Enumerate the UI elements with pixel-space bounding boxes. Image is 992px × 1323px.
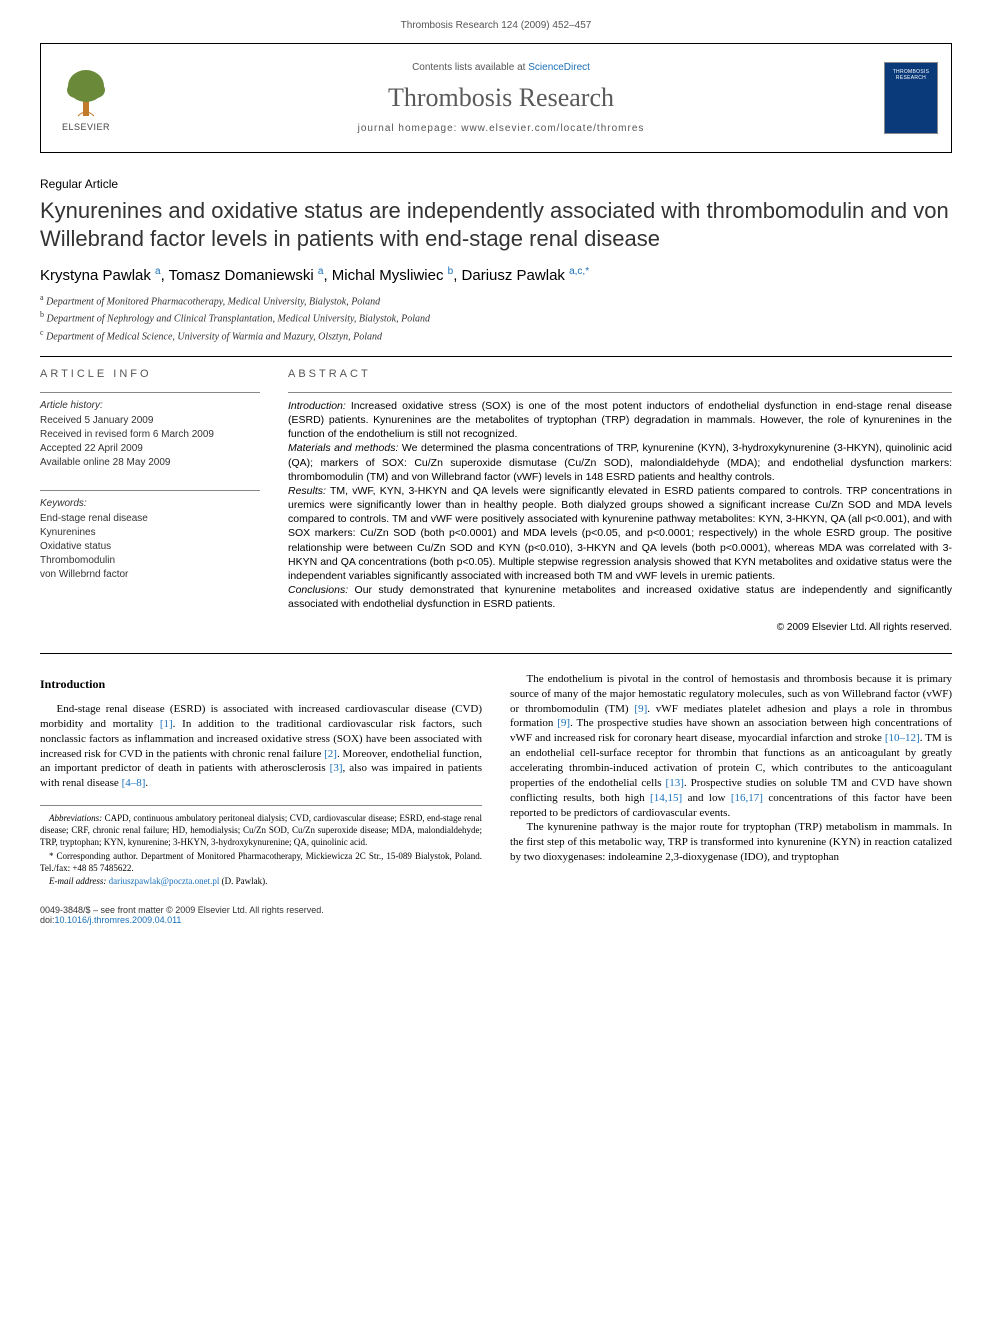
running-head: Thrombosis Research 124 (2009) 452–457 — [40, 20, 952, 31]
affiliation-line: a Department of Monitored Pharmacotherap… — [40, 292, 952, 309]
abbr-label: Abbreviations: — [49, 813, 102, 823]
history-line: Received 5 January 2009 — [40, 414, 260, 428]
abstract-column: ABSTRACT Introduction: Increased oxidati… — [288, 367, 952, 635]
article-history-block: Article history: Received 5 January 2009… — [40, 399, 260, 476]
keyword-line: Oxidative status — [40, 540, 260, 554]
ref-link[interactable]: [3] — [330, 762, 343, 774]
email-label: E-mail address: — [49, 876, 106, 886]
sciencedirect-link[interactable]: ScienceDirect — [528, 62, 590, 73]
abbr-text: CAPD, continuous ambulatory peritoneal d… — [40, 813, 482, 847]
keywords-block: Keywords: End-stage renal diseaseKynuren… — [40, 497, 260, 588]
intro-para-2: The endothelium is pivotal in the contro… — [510, 672, 952, 820]
abstract-conclusions: Conclusions: Our study demonstrated that… — [288, 583, 952, 611]
abstract-introduction: Introduction: Increased oxidative stress… — [288, 399, 952, 442]
divider-top — [40, 356, 952, 357]
ref-link[interactable]: [9] — [557, 717, 570, 729]
journal-banner: ELSEVIER Contents lists available at Sci… — [40, 43, 952, 153]
email-footnote: E-mail address: dariuszpawlak@poczta.one… — [40, 875, 482, 887]
history-line: Available online 28 May 2009 — [40, 456, 260, 470]
divider-abstract-bottom — [40, 653, 952, 654]
ref-link[interactable]: [16,17] — [731, 792, 763, 804]
banner-center: Contents lists available at ScienceDirec… — [131, 44, 871, 152]
email-link[interactable]: dariuszpawlak@poczta.onet.pl — [109, 876, 220, 886]
homepage-url[interactable]: www.elsevier.com/locate/thromres — [461, 123, 644, 134]
article-info-heading: ARTICLE INFO — [40, 367, 260, 382]
introduction-heading: Introduction — [40, 676, 482, 692]
abstract-conclusions-label: Conclusions: — [288, 584, 348, 596]
affiliation-line: b Department of Nephrology and Clinical … — [40, 309, 952, 326]
ref-link[interactable]: [2] — [324, 748, 337, 760]
meta-abstract-row: ARTICLE INFO Article history: Received 5… — [40, 367, 952, 635]
abstract-methods-label: Materials and methods: — [288, 442, 398, 454]
banner-right: THROMBOSIS RESEARCH — [871, 44, 951, 152]
abstract-results-label: Results: — [288, 485, 326, 497]
keyword-line: von Willebrnd factor — [40, 568, 260, 582]
email-suffix: (D. Pawlak). — [219, 876, 267, 886]
abstract-intro-text: Increased oxidative stress (SOX) is one … — [288, 400, 952, 440]
abbreviations-footnote: Abbreviations: CAPD, continuous ambulato… — [40, 812, 482, 848]
journal-name: Thrombosis Research — [388, 83, 614, 113]
contents-line: Contents lists available at ScienceDirec… — [412, 62, 590, 73]
history-line: Received in revised form 6 March 2009 — [40, 428, 260, 442]
page-footer: 0049-3848/$ – see front matter © 2009 El… — [40, 905, 952, 925]
doi-link[interactable]: 10.1016/j.thromres.2009.04.011 — [55, 915, 182, 925]
doi-line: doi:10.1016/j.thromres.2009.04.011 — [40, 915, 324, 925]
doi-prefix: doi: — [40, 915, 55, 925]
cover-thumb-text: THROMBOSIS RESEARCH — [885, 69, 937, 81]
article-title: Kynurenines and oxidative status are ind… — [40, 197, 952, 252]
keyword-line: Thrombomodulin — [40, 554, 260, 568]
keyword-line: End-stage renal disease — [40, 512, 260, 526]
footnotes-block: Abbreviations: CAPD, continuous ambulato… — [40, 805, 482, 887]
abstract-methods: Materials and methods: We determined the… — [288, 441, 952, 484]
abstract-heading: ABSTRACT — [288, 367, 952, 382]
history-label: Article history: — [40, 399, 260, 413]
intro-para-3: The kynurenine pathway is the major rout… — [510, 820, 952, 865]
publisher-logo-block: ELSEVIER — [41, 44, 131, 152]
body-two-column: Introduction End-stage renal disease (ES… — [40, 672, 952, 887]
contents-prefix: Contents lists available at — [412, 62, 528, 73]
abstract-results-text: TM, vWF, KYN, 3-HKYN and QA levels were … — [288, 485, 952, 582]
homepage-line: journal homepage: www.elsevier.com/locat… — [358, 123, 645, 134]
abstract-results: Results: TM, vWF, KYN, 3-HKYN and QA lev… — [288, 484, 952, 583]
ref-link[interactable]: [13] — [666, 777, 684, 789]
article-info-column: ARTICLE INFO Article history: Received 5… — [40, 367, 260, 635]
front-matter-line: 0049-3848/$ – see front matter © 2009 El… — [40, 905, 324, 915]
ref-link[interactable]: [10–12] — [885, 732, 920, 744]
ref-link[interactable]: [9] — [634, 703, 647, 715]
article-type: Regular Article — [40, 177, 952, 191]
abstract-copyright: © 2009 Elsevier Ltd. All rights reserved… — [288, 621, 952, 635]
corresponding-footnote: * Corresponding author. Department of Mo… — [40, 850, 482, 874]
affiliation-line: c Department of Medical Science, Univers… — [40, 327, 952, 344]
ref-link[interactable]: [4–8] — [122, 777, 146, 789]
authors-line: Krystyna Pawlak a, Tomasz Domaniewski a,… — [40, 266, 952, 284]
journal-cover-thumb: THROMBOSIS RESEARCH — [884, 62, 938, 134]
elsevier-tree-icon — [58, 64, 114, 120]
intro-para-1: End-stage renal disease (ESRD) is associ… — [40, 702, 482, 791]
keyword-line: Kynurenines — [40, 526, 260, 540]
publisher-label: ELSEVIER — [62, 122, 110, 132]
homepage-prefix: journal homepage: — [358, 123, 462, 134]
ref-link[interactable]: [14,15] — [650, 792, 682, 804]
footer-left: 0049-3848/$ – see front matter © 2009 El… — [40, 905, 324, 925]
keywords-label: Keywords: — [40, 497, 260, 511]
abstract-conclusions-text: Our study demonstrated that kynurenine m… — [288, 584, 952, 610]
ref-link[interactable]: [1] — [160, 718, 173, 730]
affiliations-block: a Department of Monitored Pharmacotherap… — [40, 292, 952, 344]
history-line: Accepted 22 April 2009 — [40, 442, 260, 456]
abstract-intro-label: Introduction: — [288, 400, 346, 412]
